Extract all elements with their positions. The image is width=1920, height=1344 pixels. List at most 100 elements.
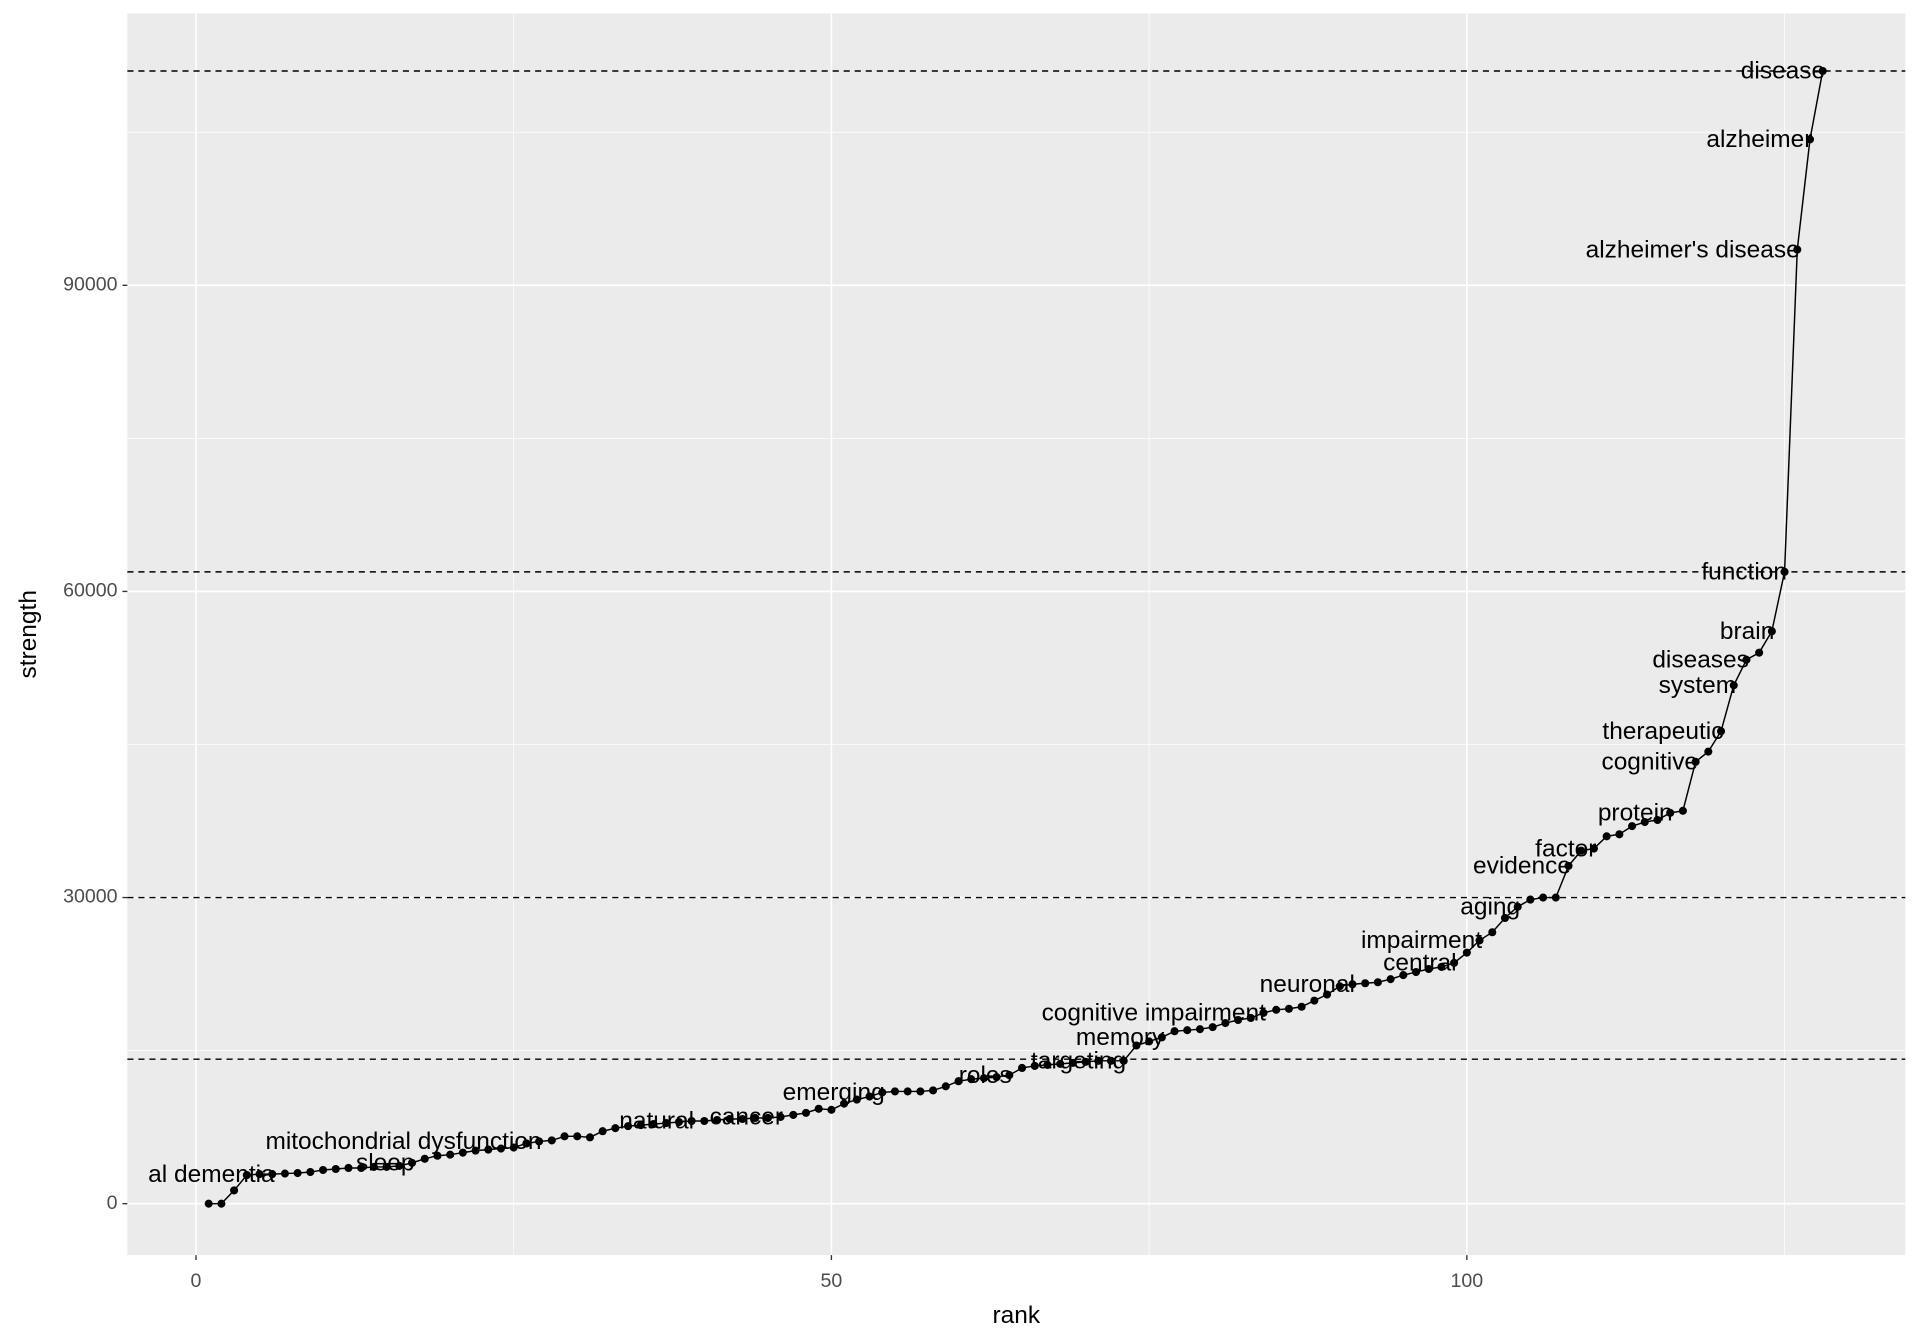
point-label: mitochondrial dysfunction xyxy=(265,1128,541,1155)
point-label: brain xyxy=(1720,618,1774,645)
point xyxy=(1729,681,1738,690)
point xyxy=(344,1163,353,1172)
point xyxy=(1742,655,1751,664)
point xyxy=(1323,990,1332,999)
point xyxy=(1704,747,1713,756)
point xyxy=(916,1087,925,1096)
y-tick-label: 90000 xyxy=(63,273,118,295)
point xyxy=(827,1105,836,1114)
point xyxy=(1373,978,1382,987)
point xyxy=(687,1116,696,1126)
point-label: therapeutic xyxy=(1602,718,1723,745)
point xyxy=(1018,1063,1027,1072)
point xyxy=(700,1116,709,1126)
point xyxy=(230,1186,239,1195)
point-label: diseases xyxy=(1652,646,1749,673)
point xyxy=(992,1073,1001,1082)
point xyxy=(636,1121,645,1130)
point xyxy=(1793,245,1802,254)
point xyxy=(814,1104,823,1113)
point xyxy=(1577,846,1586,855)
panel xyxy=(127,13,1906,1256)
point xyxy=(1195,1025,1205,1034)
point xyxy=(1119,1056,1128,1065)
point xyxy=(903,1087,912,1096)
point xyxy=(801,1108,811,1117)
point xyxy=(357,1163,366,1172)
point-label: neuronal xyxy=(1260,971,1355,998)
point-label: roles xyxy=(959,1062,1012,1089)
point xyxy=(865,1092,874,1101)
point xyxy=(878,1088,887,1097)
point xyxy=(1805,135,1815,144)
point xyxy=(471,1146,480,1155)
y-axis-title: strength xyxy=(15,590,42,678)
point xyxy=(382,1162,391,1171)
point xyxy=(268,1170,277,1179)
point xyxy=(1475,936,1484,945)
point xyxy=(293,1169,302,1178)
point xyxy=(1462,948,1471,957)
point-label: memory xyxy=(1076,1024,1165,1051)
point xyxy=(776,1112,785,1121)
point xyxy=(738,1114,747,1124)
point xyxy=(522,1139,531,1148)
point xyxy=(712,1115,722,1125)
point xyxy=(242,1171,251,1180)
point xyxy=(1399,971,1408,980)
point-label: evidence xyxy=(1473,853,1571,880)
point xyxy=(1818,66,1827,76)
point xyxy=(1678,806,1687,815)
point xyxy=(611,1124,620,1133)
point xyxy=(662,1119,671,1128)
point xyxy=(458,1148,467,1157)
x-axis-title: rank xyxy=(993,1302,1041,1329)
point xyxy=(280,1169,289,1178)
point xyxy=(1030,1061,1039,1070)
point xyxy=(560,1132,569,1141)
point xyxy=(763,1113,772,1122)
point-label: cognitive xyxy=(1601,749,1698,776)
point xyxy=(954,1077,963,1086)
x-tick-label: 100 xyxy=(1451,1270,1484,1292)
point xyxy=(624,1122,633,1131)
point xyxy=(1068,1058,1077,1067)
point xyxy=(1640,818,1649,827)
point xyxy=(1602,832,1611,841)
point xyxy=(1526,895,1535,904)
point xyxy=(1145,1037,1154,1046)
point xyxy=(1513,902,1522,911)
point xyxy=(433,1151,442,1160)
point-label: system xyxy=(1659,672,1737,699)
point xyxy=(967,1075,976,1084)
point-label: factor xyxy=(1535,835,1596,862)
point xyxy=(852,1095,861,1104)
point xyxy=(1755,648,1764,657)
point xyxy=(1500,913,1510,922)
point xyxy=(1564,861,1573,870)
point xyxy=(1539,893,1548,902)
point-label: alzheimer xyxy=(1706,126,1812,153)
point xyxy=(979,1074,988,1083)
point xyxy=(255,1170,264,1179)
point xyxy=(1284,1004,1293,1013)
y-tick-label: 30000 xyxy=(63,886,118,908)
point xyxy=(547,1136,556,1145)
y-tick-label: 0 xyxy=(107,1192,118,1214)
point xyxy=(1551,893,1560,902)
point xyxy=(1386,975,1395,984)
point-label: al dementia xyxy=(148,1161,275,1188)
point xyxy=(395,1161,404,1170)
point xyxy=(725,1114,734,1124)
point xyxy=(1653,815,1662,825)
point-label: cognitive impairment xyxy=(1042,1000,1267,1027)
point-label: aging xyxy=(1460,893,1520,920)
point xyxy=(1411,968,1421,977)
point xyxy=(420,1154,429,1163)
point xyxy=(1246,1013,1255,1022)
point xyxy=(1348,980,1357,989)
point xyxy=(535,1137,544,1146)
point xyxy=(217,1199,226,1208)
point xyxy=(331,1164,340,1174)
